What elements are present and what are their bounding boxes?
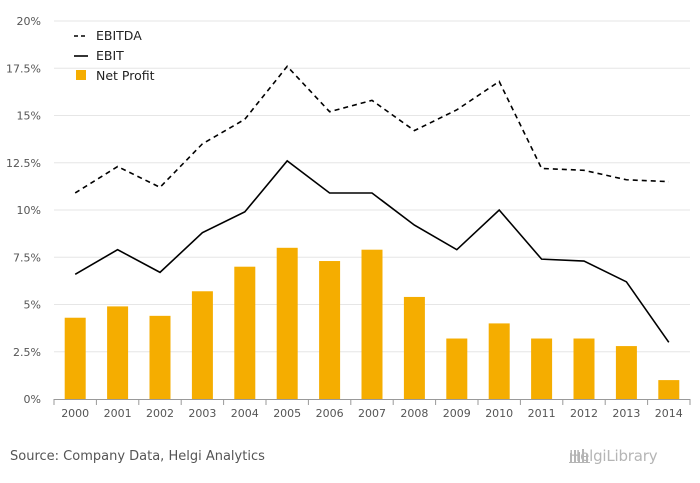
x-tick-label: 2002 [146, 407, 174, 420]
bar-net-profit [658, 380, 680, 399]
x-tick-label: 2011 [528, 407, 556, 420]
line-ebitda [74, 65, 669, 194]
line-ebit [74, 159, 670, 343]
bar-net-profit [64, 317, 86, 399]
bar-net-profit [403, 296, 425, 399]
y-tick-label: 12.5% [6, 157, 41, 170]
library-icon [569, 449, 590, 463]
bar-net-profit [107, 306, 129, 399]
bar-net-profit [488, 323, 510, 399]
bar-net-profit [276, 247, 298, 399]
legend-label-ebitda: EBITDA [96, 28, 142, 43]
bar-net-profit [191, 291, 213, 399]
x-tick-label: 2006 [316, 407, 344, 420]
bar-net-profit [361, 249, 383, 399]
bar-net-profit [446, 338, 468, 399]
x-tick-label: 2005 [273, 407, 301, 420]
brand-logo: HelgiLibrary [569, 447, 658, 465]
y-tick-label: 7.5% [13, 251, 41, 264]
bar-net-profit [234, 266, 256, 399]
y-tick-label: 10% [17, 204, 41, 217]
legend-label-net-profit: Net Profit [96, 68, 155, 83]
legend-label-ebit: EBIT [96, 48, 124, 63]
brand-name: HelgiLibrary [569, 447, 658, 465]
y-tick-label: 2.5% [13, 346, 41, 359]
legend-swatch-net-profit [76, 70, 86, 80]
net-profit-bars [64, 247, 680, 399]
x-tick-label: 2009 [443, 407, 471, 420]
axes: 0% 2.5% 5% 7.5% 10% 12.5% 15% 17.5% 20% 2000 2001 2… [6, 15, 691, 420]
x-tick-label: 2004 [231, 407, 259, 420]
y-tick-label: 20% [17, 15, 41, 28]
bar-net-profit [573, 338, 595, 399]
bar-net-profit [531, 338, 553, 399]
y-tick-label: 0% [24, 393, 41, 406]
y-tick-label: 5% [24, 299, 41, 312]
x-tick-label: 2012 [570, 407, 598, 420]
x-tick-label: 2007 [358, 407, 386, 420]
x-tick-label: 2008 [400, 407, 428, 420]
x-tick-label: 2010 [485, 407, 513, 420]
bar-net-profit [149, 315, 171, 399]
bar-net-profit [615, 346, 637, 399]
x-tick-label: 2000 [61, 407, 89, 420]
x-tick-label: 2014 [655, 407, 683, 420]
x-tick-label: 2003 [188, 407, 216, 420]
line-series [74, 65, 670, 343]
source-note: Source: Company Data, Helgi Analytics [10, 449, 265, 464]
x-tick-label: 2001 [104, 407, 132, 420]
y-tick-label: 15% [17, 110, 41, 123]
legend: EBITDA EBIT Net Profit [74, 28, 155, 83]
x-tick-label: 2013 [612, 407, 640, 420]
y-tick-label: 17.5% [6, 62, 41, 75]
bar-net-profit [319, 261, 341, 399]
